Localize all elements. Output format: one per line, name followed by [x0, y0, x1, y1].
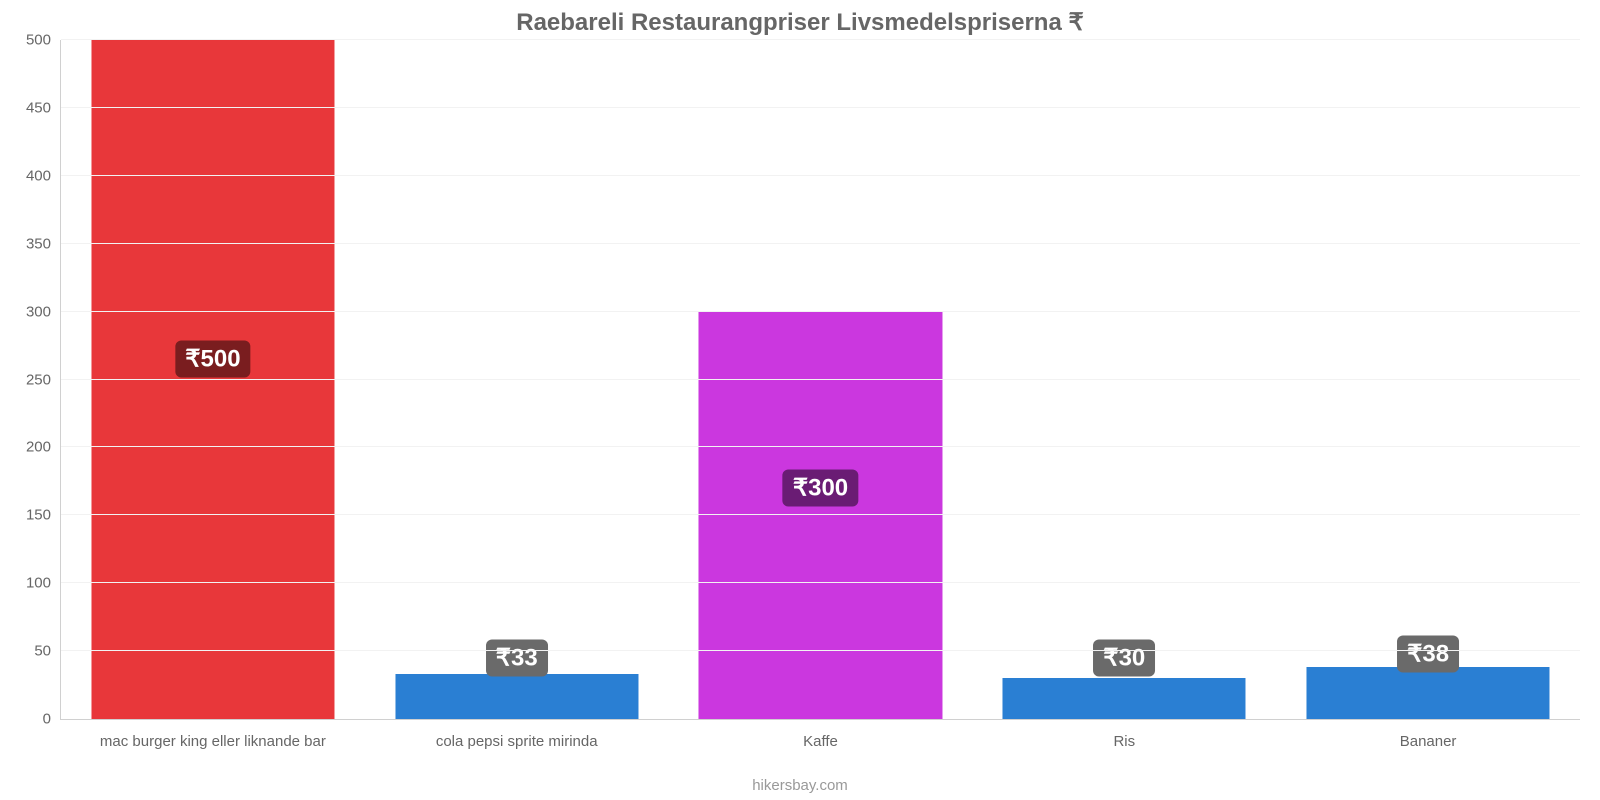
gridline	[61, 311, 1580, 312]
x-category-label: Ris	[1113, 733, 1135, 750]
gridline	[61, 446, 1580, 447]
gridline	[61, 514, 1580, 515]
chart-container: Raebareli Restaurangpriser Livsmedelspri…	[0, 0, 1600, 800]
y-tick-label: 300	[26, 303, 61, 320]
gridline	[61, 243, 1580, 244]
y-tick-label: 500	[26, 32, 61, 49]
x-category-label: Kaffe	[803, 733, 838, 750]
x-category-label: cola pepsi sprite mirinda	[436, 733, 598, 750]
value-badge: ₹30	[1093, 639, 1155, 676]
y-tick-label: 450	[26, 99, 61, 116]
value-badge: ₹500	[175, 341, 250, 378]
x-category-label: Bananer	[1400, 733, 1457, 750]
y-tick-label: 200	[26, 439, 61, 456]
y-tick-label: 400	[26, 167, 61, 184]
y-tick-label: 150	[26, 507, 61, 524]
y-tick-label: 50	[34, 643, 61, 660]
y-tick-label: 100	[26, 575, 61, 592]
gridline	[61, 39, 1580, 40]
value-badge: ₹33	[486, 639, 548, 676]
bar	[1003, 678, 1246, 719]
chart-footer: hikersbay.com	[0, 777, 1600, 794]
value-badge: ₹38	[1397, 635, 1459, 672]
gridline	[61, 175, 1580, 176]
gridline	[61, 650, 1580, 651]
bar-slot: ₹500mac burger king eller liknande bar	[61, 40, 365, 719]
bar	[91, 40, 334, 719]
gridline	[61, 379, 1580, 380]
gridline	[61, 107, 1580, 108]
bar-slot: ₹33cola pepsi sprite mirinda	[365, 40, 669, 719]
y-tick-label: 0	[43, 711, 61, 728]
x-category-label: mac burger king eller liknande bar	[100, 733, 326, 750]
bar	[1307, 667, 1550, 719]
chart-title: Raebareli Restaurangpriser Livsmedelspri…	[0, 8, 1600, 37]
y-tick-label: 350	[26, 235, 61, 252]
gridline	[61, 582, 1580, 583]
bar	[395, 674, 638, 719]
plot-area: ₹500mac burger king eller liknande bar₹3…	[60, 40, 1580, 720]
bars-row: ₹500mac burger king eller liknande bar₹3…	[61, 40, 1580, 719]
bar-slot: ₹300Kaffe	[669, 40, 973, 719]
bar-slot: ₹38Bananer	[1276, 40, 1580, 719]
y-tick-label: 250	[26, 371, 61, 388]
value-badge: ₹300	[783, 470, 858, 507]
bar-slot: ₹30Ris	[972, 40, 1276, 719]
